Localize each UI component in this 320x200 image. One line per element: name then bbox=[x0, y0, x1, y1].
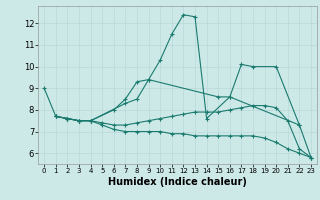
X-axis label: Humidex (Indice chaleur): Humidex (Indice chaleur) bbox=[108, 177, 247, 187]
